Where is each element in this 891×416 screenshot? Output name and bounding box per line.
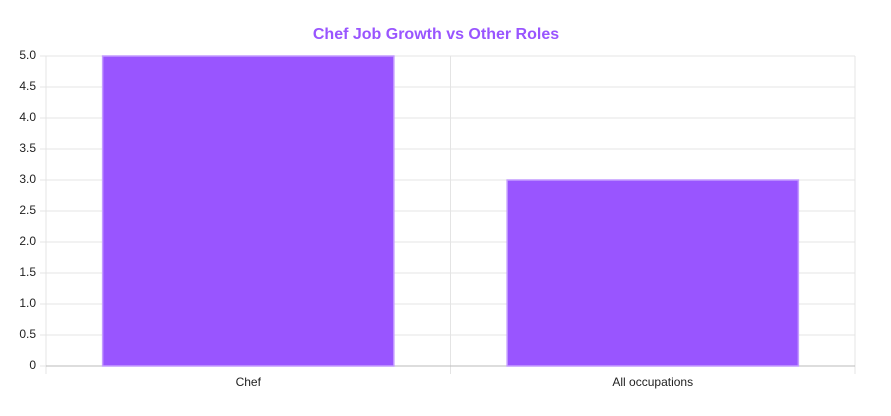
y-tick-label: 0 xyxy=(29,358,36,372)
y-tick-label: 3.0 xyxy=(19,172,36,186)
y-tick-label: 4.5 xyxy=(19,79,36,93)
y-tick-label: 0.5 xyxy=(19,327,36,341)
x-tick-label: Chef xyxy=(236,375,262,389)
y-tick-label: 2.5 xyxy=(19,203,36,217)
bar xyxy=(101,55,395,367)
x-tick-label: All occupations xyxy=(612,375,693,389)
y-tick-label: 1.5 xyxy=(19,265,36,279)
chart-title: Chef Job Growth vs Other Roles xyxy=(313,26,559,43)
y-tick-label: 3.5 xyxy=(19,141,36,155)
y-tick-label: 4.0 xyxy=(19,110,36,124)
bar xyxy=(506,179,800,367)
y-tick-label: 2.0 xyxy=(19,234,36,248)
y-tick-label: 1.0 xyxy=(19,296,36,310)
y-tick-label: 5.0 xyxy=(19,48,36,62)
